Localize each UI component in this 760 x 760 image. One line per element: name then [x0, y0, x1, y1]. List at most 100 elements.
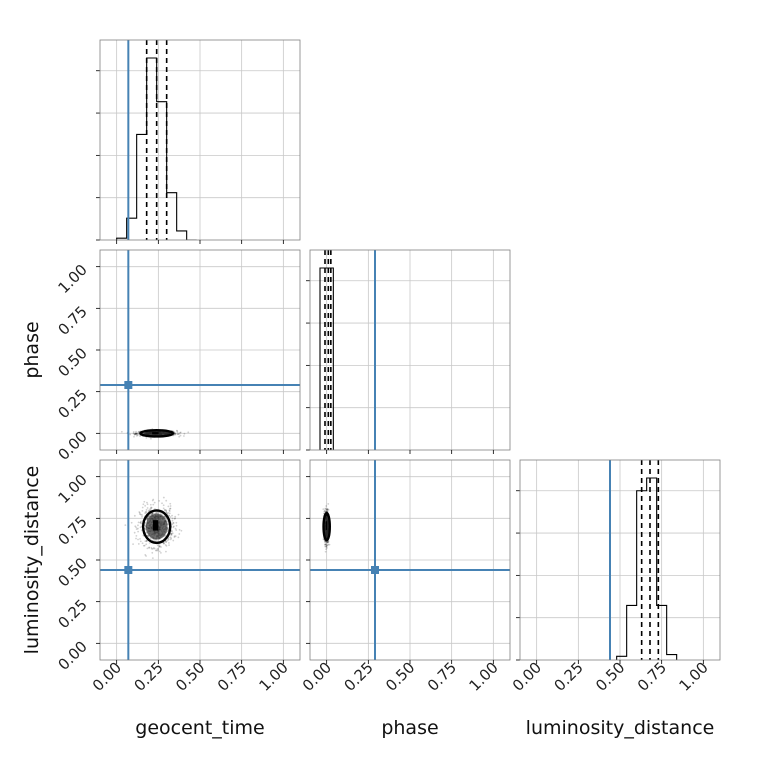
sample-point — [170, 532, 173, 535]
sample-point — [153, 539, 156, 542]
density-contour — [141, 509, 172, 545]
sample-point — [136, 433, 139, 436]
sample-point — [144, 528, 147, 531]
sample-point — [167, 538, 170, 541]
density-peak-bin — [152, 520, 159, 531]
sample-point — [325, 545, 328, 548]
sample-point — [139, 513, 142, 516]
sample-point — [148, 546, 151, 549]
sample-point — [145, 539, 148, 542]
sample-point — [146, 507, 149, 509]
sample-point — [146, 547, 149, 550]
sample-point — [146, 503, 149, 506]
sample-point — [324, 510, 327, 513]
sample-point — [157, 511, 160, 514]
sample-point — [124, 524, 127, 526]
sample-point — [146, 534, 149, 537]
sample-point — [187, 431, 190, 434]
sample-point — [137, 530, 140, 533]
scatter-cloud-luminosity-distance-vs-phase — [322, 503, 331, 553]
sample-point — [135, 432, 138, 435]
sample-point — [139, 526, 142, 529]
sample-point — [167, 505, 170, 508]
sample-point — [326, 547, 328, 549]
sample-point — [138, 511, 141, 513]
sample-point — [174, 517, 176, 520]
sample-point — [174, 515, 177, 518]
sample-point — [135, 432, 138, 435]
sample-point — [135, 537, 137, 540]
sample-point — [134, 433, 136, 436]
sample-point — [167, 522, 169, 525]
x-tick-label: 0.00 — [89, 658, 125, 694]
sample-point — [171, 514, 173, 517]
sample-point — [178, 528, 181, 531]
sample-point — [133, 531, 136, 534]
x-axis-label-geocent-time: geocent_time — [135, 717, 264, 739]
sample-point — [140, 522, 143, 525]
x-tick-label: 0.75 — [424, 658, 460, 694]
sample-point — [162, 504, 165, 507]
panel-luminosity-distance-vs-luminosity-distance: 0.00 0.25 0.50 0.75 1.00 — [509, 459, 721, 695]
sample-point — [326, 544, 329, 547]
sample-point — [133, 433, 136, 436]
sample-point — [166, 512, 169, 515]
sample-point — [135, 430, 137, 433]
sample-point — [135, 526, 137, 529]
sample-point — [148, 515, 151, 518]
sample-point — [170, 532, 173, 535]
sample-point — [169, 507, 172, 510]
sample-point — [150, 547, 153, 550]
sample-point — [145, 540, 148, 543]
sample-point — [120, 430, 123, 433]
sample-point — [163, 542, 166, 545]
sample-point — [176, 431, 179, 434]
sample-point — [135, 433, 138, 436]
sample-point — [148, 546, 151, 549]
sample-point — [145, 555, 147, 557]
sample-point — [326, 541, 328, 544]
sample-point — [135, 432, 138, 435]
sample-point — [324, 543, 326, 546]
y-tick-label: 0.50 — [54, 554, 90, 590]
sample-point — [178, 432, 181, 435]
sample-point — [165, 511, 168, 514]
sample-point — [172, 525, 175, 528]
sample-point — [174, 432, 177, 435]
sample-point — [132, 431, 135, 433]
histogram-phase — [319, 267, 334, 450]
truth-marker — [371, 566, 379, 574]
sample-point — [150, 507, 152, 510]
sample-point — [134, 432, 137, 435]
sample-point — [133, 432, 136, 435]
x-tick-label: 0.50 — [382, 658, 418, 694]
sample-point — [327, 503, 330, 505]
sample-point — [327, 508, 329, 511]
truth-marker — [124, 566, 133, 574]
sample-point — [165, 544, 168, 547]
sample-point — [166, 530, 169, 532]
sample-point — [171, 517, 174, 520]
sample-point — [151, 548, 154, 550]
sample-point — [150, 506, 152, 509]
sample-point — [179, 431, 182, 434]
sample-point — [135, 433, 137, 435]
sample-point — [144, 504, 147, 507]
sample-point — [165, 499, 168, 502]
density-contour — [139, 429, 175, 438]
sample-point — [148, 542, 151, 544]
sample-point — [183, 432, 186, 435]
sample-point — [172, 521, 175, 524]
sample-point — [325, 545, 328, 547]
sample-point — [176, 433, 179, 435]
sample-point — [144, 540, 147, 543]
sample-point — [171, 519, 174, 522]
sample-point — [325, 505, 328, 507]
sample-point — [166, 523, 169, 526]
sample-point — [138, 511, 141, 514]
sample-point — [164, 535, 167, 538]
sample-point — [145, 508, 148, 511]
sample-point — [322, 508, 325, 511]
sample-point — [151, 551, 154, 554]
sample-point — [158, 545, 161, 547]
